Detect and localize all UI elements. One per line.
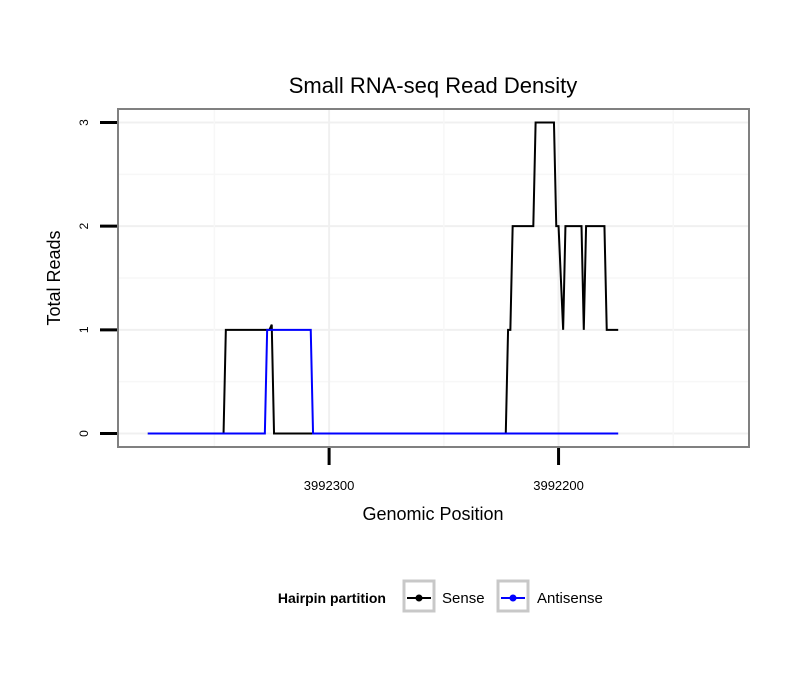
plot-border <box>117 108 750 448</box>
legend-title: Hairpin partition <box>278 590 386 606</box>
y-tick-label: 1 <box>77 326 91 333</box>
y-tick-label: 2 <box>77 223 91 230</box>
legend-label-sense: Sense <box>442 590 485 607</box>
y-axis: 0 1 2 3 <box>77 119 117 437</box>
legend-item-antisense: Antisense <box>496 579 603 613</box>
x-tick-label: 3992300 <box>304 478 355 493</box>
x-axis-label: Genomic Position <box>362 504 503 524</box>
series-line-sense <box>147 121 619 435</box>
legend: Hairpin partition Sense Antisense <box>278 579 603 613</box>
legend-dot-antisense <box>509 594 517 602</box>
y-axis-label: Total Reads <box>44 230 64 325</box>
y-tick-label: 0 <box>77 430 91 437</box>
legend-item-sense: Sense <box>402 579 485 613</box>
y-tick-label: 3 <box>77 119 91 126</box>
x-tick-label: 3992200 <box>533 478 584 493</box>
chart-title: Small RNA-seq Read Density <box>289 73 578 98</box>
grid-lines <box>118 109 749 447</box>
legend-key-sense <box>402 579 436 613</box>
x-axis: 3992300 3992200 <box>304 448 584 493</box>
series-layer <box>147 121 619 435</box>
legend-dot-sense <box>415 594 423 602</box>
series-line-antisense <box>147 328 619 435</box>
legend-label-antisense: Antisense <box>537 590 603 607</box>
